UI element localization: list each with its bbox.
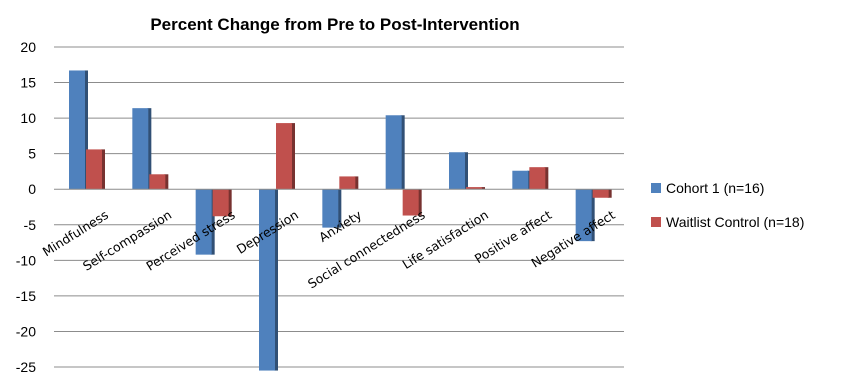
bar-cohort [132, 108, 152, 190]
legend-swatch [651, 217, 661, 227]
y-tick-label: -20 [16, 323, 36, 339]
bar-front-face [195, 189, 212, 255]
bar-cohort [69, 70, 88, 190]
y-axis-ticks: 20 15 10 5 0 -5 -10 -15 -20 -25 [16, 39, 36, 373]
bar-cohort [195, 189, 215, 255]
bar-waitlist [529, 167, 549, 190]
y-tick-label: -15 [16, 288, 36, 304]
bar-side-face [84, 70, 88, 190]
y-tick-label: 15 [20, 75, 36, 91]
bar-front-face [385, 115, 402, 190]
bar-front-face [592, 189, 609, 198]
bar-front-face [575, 189, 592, 242]
bar-side-face [164, 174, 169, 190]
bar-side-face [227, 189, 232, 217]
bar-side-face [354, 176, 359, 190]
bar-cohort [575, 189, 595, 242]
y-tick-label: 0 [28, 181, 36, 197]
bar-waitlist [149, 174, 169, 190]
bar-side-face [337, 189, 342, 228]
bar-side-face [210, 189, 215, 255]
bar-waitlist [592, 189, 612, 198]
bar-waitlist [402, 189, 422, 216]
bar-waitlist [339, 176, 359, 190]
legend-label: Cohort 1 (n=16) [666, 180, 764, 196]
bar-waitlist [276, 123, 295, 190]
bar-cohort [512, 170, 532, 190]
legend: Cohort 1 (n=16) Waitlist Control (n=18) [651, 180, 804, 230]
y-tick-label: -5 [24, 217, 37, 233]
bar-front-face [259, 189, 275, 371]
bar-front-face [512, 170, 529, 190]
bar-waitlist [466, 187, 485, 190]
bar-front-face [339, 176, 356, 190]
bar-side-face [291, 123, 295, 190]
bar-side-face [544, 167, 549, 190]
y-tick-label: 10 [20, 110, 36, 126]
bar-cohort [259, 189, 278, 371]
bar-side-face [417, 189, 422, 216]
bar-cohort [385, 115, 405, 190]
y-tick-label: -10 [16, 252, 36, 268]
bar-cohort [449, 152, 468, 190]
bar-front-face [466, 187, 482, 190]
chart-title: Percent Change from Pre to Post-Interven… [150, 15, 519, 34]
bars [69, 70, 612, 371]
bar-front-face [86, 149, 102, 190]
bar-side-face [590, 189, 595, 242]
bar-side-face [481, 187, 485, 190]
bar-front-face [212, 189, 229, 217]
bar-front-face [276, 123, 292, 190]
bar-front-face [69, 70, 85, 190]
bar-front-face [149, 174, 166, 190]
y-tick-label: -25 [16, 359, 36, 373]
bar-waitlist [86, 149, 105, 190]
y-tick-label: 20 [20, 39, 36, 55]
bar-front-face [449, 152, 465, 190]
legend-swatch [651, 183, 661, 193]
bar-waitlist [212, 189, 232, 217]
legend-label: Waitlist Control (n=18) [666, 214, 804, 230]
bar-front-face [132, 108, 149, 190]
bar-front-face [529, 167, 546, 190]
legend-item: Waitlist Control (n=18) [651, 214, 804, 230]
legend-item: Cohort 1 (n=16) [651, 180, 764, 196]
bar-cohort [322, 189, 342, 228]
bar-front-face [322, 189, 339, 228]
y-tick-label: 5 [28, 146, 36, 162]
bar-side-face [101, 149, 105, 190]
bar-front-face [402, 189, 419, 216]
bar-side-face [274, 189, 278, 371]
bar-side-face [607, 189, 612, 198]
bar-side-face [147, 108, 152, 190]
bar-side-face [464, 152, 468, 190]
bar-side-face [400, 115, 405, 190]
